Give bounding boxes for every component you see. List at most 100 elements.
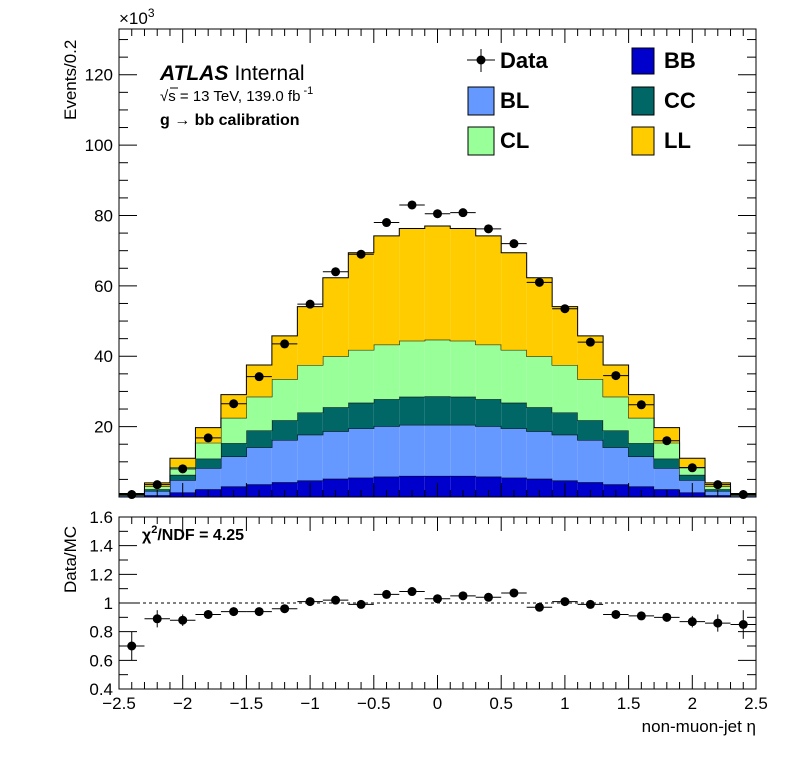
bar-cc — [169, 474, 196, 481]
bar-cl — [246, 396, 272, 431]
legend-entry-cc: CC — [631, 86, 696, 116]
bar-cl — [322, 356, 349, 408]
ratio-y-tick-label: 0.8 — [89, 623, 113, 642]
bar-cc — [399, 396, 425, 425]
ratio-point — [356, 599, 366, 609]
legend-entry-bl: BL — [467, 86, 529, 116]
ratio-y-tick-label: 0.6 — [89, 651, 113, 670]
bar-cl — [195, 442, 221, 459]
bar-ll — [348, 252, 374, 350]
bar-cc — [450, 396, 476, 425]
y-tick-label: 120 — [85, 66, 113, 85]
ratio-point — [127, 641, 137, 651]
bar-bl — [271, 439, 298, 483]
bar-cc — [322, 407, 349, 432]
ratio-points — [119, 587, 756, 661]
data-point — [509, 239, 519, 249]
bar-cl — [475, 344, 502, 400]
bar-cl — [603, 396, 629, 431]
ratio-point — [407, 587, 417, 597]
bar-bb — [271, 482, 298, 497]
bar-cc — [220, 443, 247, 457]
bar-cl — [271, 379, 298, 421]
legend-label-bb: BB — [664, 48, 696, 73]
ratio-point — [713, 618, 723, 628]
ratio-point — [229, 607, 239, 617]
bar-bl — [399, 424, 425, 476]
bar-cl — [501, 349, 527, 403]
x-tick-label: 2.5 — [744, 694, 768, 713]
legend-label-data: Data — [500, 48, 548, 73]
bar-cl — [220, 417, 247, 444]
data-point — [280, 339, 290, 349]
bar-cl — [373, 344, 400, 400]
data-point — [611, 371, 621, 381]
ratio-point — [178, 615, 188, 625]
y-tick-label: 100 — [85, 136, 113, 155]
bar-cc — [348, 402, 374, 429]
bar-ll — [169, 458, 196, 468]
bar-cc — [475, 399, 502, 427]
x-tick-label: 1.5 — [617, 694, 641, 713]
bar-bb — [373, 476, 400, 497]
ratio-point — [636, 611, 646, 621]
data-point — [152, 480, 162, 490]
x-tick-label: −2.5 — [102, 694, 136, 713]
x-tick-label: 0.5 — [489, 694, 513, 713]
bar-bb — [450, 475, 476, 497]
bar-bl — [628, 456, 655, 487]
bar-cl — [399, 340, 425, 397]
data-point — [254, 372, 264, 382]
legend-entry-ll: LL — [631, 126, 691, 156]
x-tick-label: −1 — [300, 694, 319, 713]
bar-bb — [577, 482, 604, 497]
bar-ll — [552, 306, 578, 366]
lower-y-ticks: 0.4 0.6 0.8 1 1.2 1.4 1.6 — [89, 508, 756, 699]
data-point — [382, 218, 392, 228]
calibration-label: g → bb calibration — [160, 112, 300, 129]
bar-cc — [373, 399, 400, 427]
bar-bl — [424, 424, 451, 476]
data-point — [534, 277, 544, 287]
ratio-y-tick-label: 0.4 — [89, 680, 113, 699]
legend-label-bl: BL — [500, 88, 529, 113]
ratio-point — [560, 597, 570, 607]
ratio-point — [433, 594, 442, 604]
x-tick-label: −0.5 — [357, 694, 391, 713]
bar-ll — [501, 252, 527, 350]
bar-bl — [297, 434, 323, 481]
bar-bl — [552, 434, 578, 481]
bar-bl — [322, 431, 349, 479]
bar-cc — [424, 396, 451, 425]
bar-ll — [603, 365, 629, 397]
bar-ll — [424, 226, 451, 340]
outline-ll — [119, 225, 756, 494]
bar-cl — [628, 417, 655, 444]
bar-cc — [246, 430, 272, 448]
bar-ll — [373, 235, 400, 345]
upper-y-axis-title: Events/0.2 — [61, 40, 80, 120]
bar-ll — [654, 427, 680, 443]
upper-y-ticks: 20 40 60 80 100 120 — [85, 39, 756, 480]
x-tick-label: 0 — [433, 694, 442, 713]
upper-panel: 20 40 60 80 100 120 ×103 Events/0.2 ATLAS Inte… — [61, 6, 757, 500]
bar-cc — [552, 412, 578, 435]
ratio-point — [662, 612, 672, 622]
y-tick-label: 20 — [94, 418, 113, 437]
bar-bl — [348, 428, 374, 478]
bar-ll — [475, 235, 502, 345]
data-point — [713, 480, 723, 490]
bar-bl — [526, 431, 553, 479]
data-point — [687, 463, 697, 473]
bar-cl — [577, 379, 604, 421]
bar-cl — [424, 339, 451, 397]
ratio-y-tick-label: 1.2 — [89, 565, 113, 584]
energy-label: √s = 13 TeV, 139.0 fb -1 — [160, 85, 313, 105]
bar-cl — [552, 365, 578, 413]
ratio-point — [687, 617, 697, 627]
atlas-label: ATLAS Internal — [159, 62, 304, 85]
x-axis-title: non-muon-jet η — [642, 717, 756, 736]
legend: Data BB BL CC CL LL — [467, 47, 696, 156]
bar-bb — [399, 475, 425, 497]
x-tick-label: −2 — [173, 694, 192, 713]
